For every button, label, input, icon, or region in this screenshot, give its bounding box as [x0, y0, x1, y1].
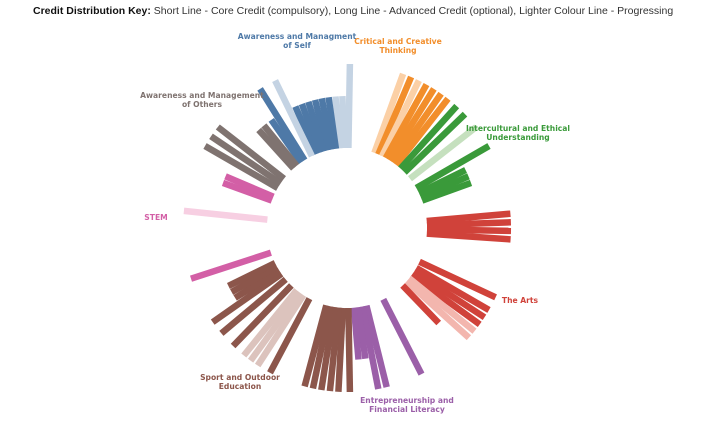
credit-bar	[418, 258, 497, 301]
credit-bar	[350, 307, 362, 360]
credit-bar	[335, 307, 347, 392]
credit-bar	[298, 102, 323, 154]
credit-bar	[318, 306, 338, 391]
credit-bar	[219, 276, 288, 336]
category-label: Sport and Outdoor Education	[200, 373, 280, 391]
category-group	[371, 72, 451, 168]
category-label: Awareness and Management of Others	[140, 91, 264, 109]
credit-bar	[354, 306, 369, 360]
category-label: Intercultural and Ethical Understanding	[466, 124, 570, 142]
credit-bar	[215, 124, 287, 182]
credit-bar	[371, 72, 407, 154]
category-label: STEM	[144, 213, 167, 222]
credit-bar	[247, 290, 303, 363]
credit-bar	[386, 87, 437, 162]
credit-bar	[230, 263, 279, 295]
credit-bar	[309, 305, 334, 390]
credit-bar	[221, 179, 273, 204]
credit-bar	[414, 143, 491, 191]
category-label: Critical and Creative Thinking	[354, 37, 442, 55]
category-group	[350, 297, 425, 390]
credit-bar	[393, 96, 451, 168]
credit-bar	[426, 226, 512, 235]
credit-bar	[375, 75, 415, 156]
credit-bar	[325, 96, 340, 150]
category-label: Awareness and Managment of Self	[238, 32, 357, 50]
credit-bar	[326, 307, 342, 392]
credit-bar	[409, 272, 482, 328]
credit-bar	[203, 143, 280, 191]
credit-bar	[267, 297, 313, 375]
credit-bar	[402, 111, 468, 175]
credit-bar	[261, 123, 300, 168]
credit-bar	[400, 283, 442, 326]
category-label: Entrepreneurship and Financial Literacy	[360, 396, 454, 414]
credit-bar	[332, 96, 344, 149]
credit-bar	[305, 100, 327, 153]
credit-bar	[254, 293, 307, 368]
credit-bar	[421, 179, 473, 204]
credit-bar	[345, 307, 354, 393]
credit-bar	[257, 87, 308, 162]
category-group	[203, 123, 300, 191]
credit-bar	[224, 173, 275, 200]
credit-bar	[419, 173, 470, 200]
credit-bar	[404, 279, 472, 341]
category-group	[183, 173, 275, 282]
credit-bar	[398, 103, 460, 171]
credit-bar	[380, 297, 425, 376]
credit-bar	[318, 97, 335, 151]
credit-bar	[379, 79, 422, 158]
category-group	[210, 260, 354, 393]
credit-bar	[183, 207, 268, 223]
credit-bar	[189, 249, 272, 282]
credit-bar	[339, 95, 348, 149]
category-group	[398, 103, 491, 204]
credit-bar	[426, 230, 511, 243]
credit-bar	[210, 271, 284, 325]
credit-bar	[407, 124, 479, 182]
credit-bar	[412, 268, 487, 321]
credit-bar	[230, 283, 294, 349]
credit-bar	[382, 83, 430, 160]
category-group	[257, 63, 354, 165]
credit-distribution-key: Credit Distribution Key: Short Line - Co…	[33, 5, 673, 17]
credit-bar	[390, 91, 444, 165]
credit-bar	[363, 304, 390, 388]
key-title: Credit Distribution Key:	[33, 5, 151, 17]
credit-bar	[256, 127, 296, 171]
credit-bar	[426, 210, 511, 225]
credit-bar	[311, 99, 331, 152]
credit-bar	[226, 260, 277, 289]
credit-bar	[345, 63, 354, 149]
credit-bar	[272, 79, 315, 158]
category-label: The Arts	[502, 296, 539, 305]
credit-bar	[292, 105, 319, 156]
credit-bar	[268, 118, 304, 165]
key-text: Short Line - Core Credit (compulsory), L…	[153, 5, 674, 17]
credit-bar	[426, 219, 512, 229]
credit-bar	[241, 288, 300, 358]
credit-bar	[233, 267, 281, 301]
credit-bar	[359, 305, 382, 390]
credit-bar	[414, 265, 491, 313]
credit-bar	[417, 167, 468, 196]
category-group	[400, 210, 512, 341]
credit-bar	[301, 304, 330, 388]
credit-bar	[407, 275, 477, 334]
credit-bar	[209, 133, 283, 186]
